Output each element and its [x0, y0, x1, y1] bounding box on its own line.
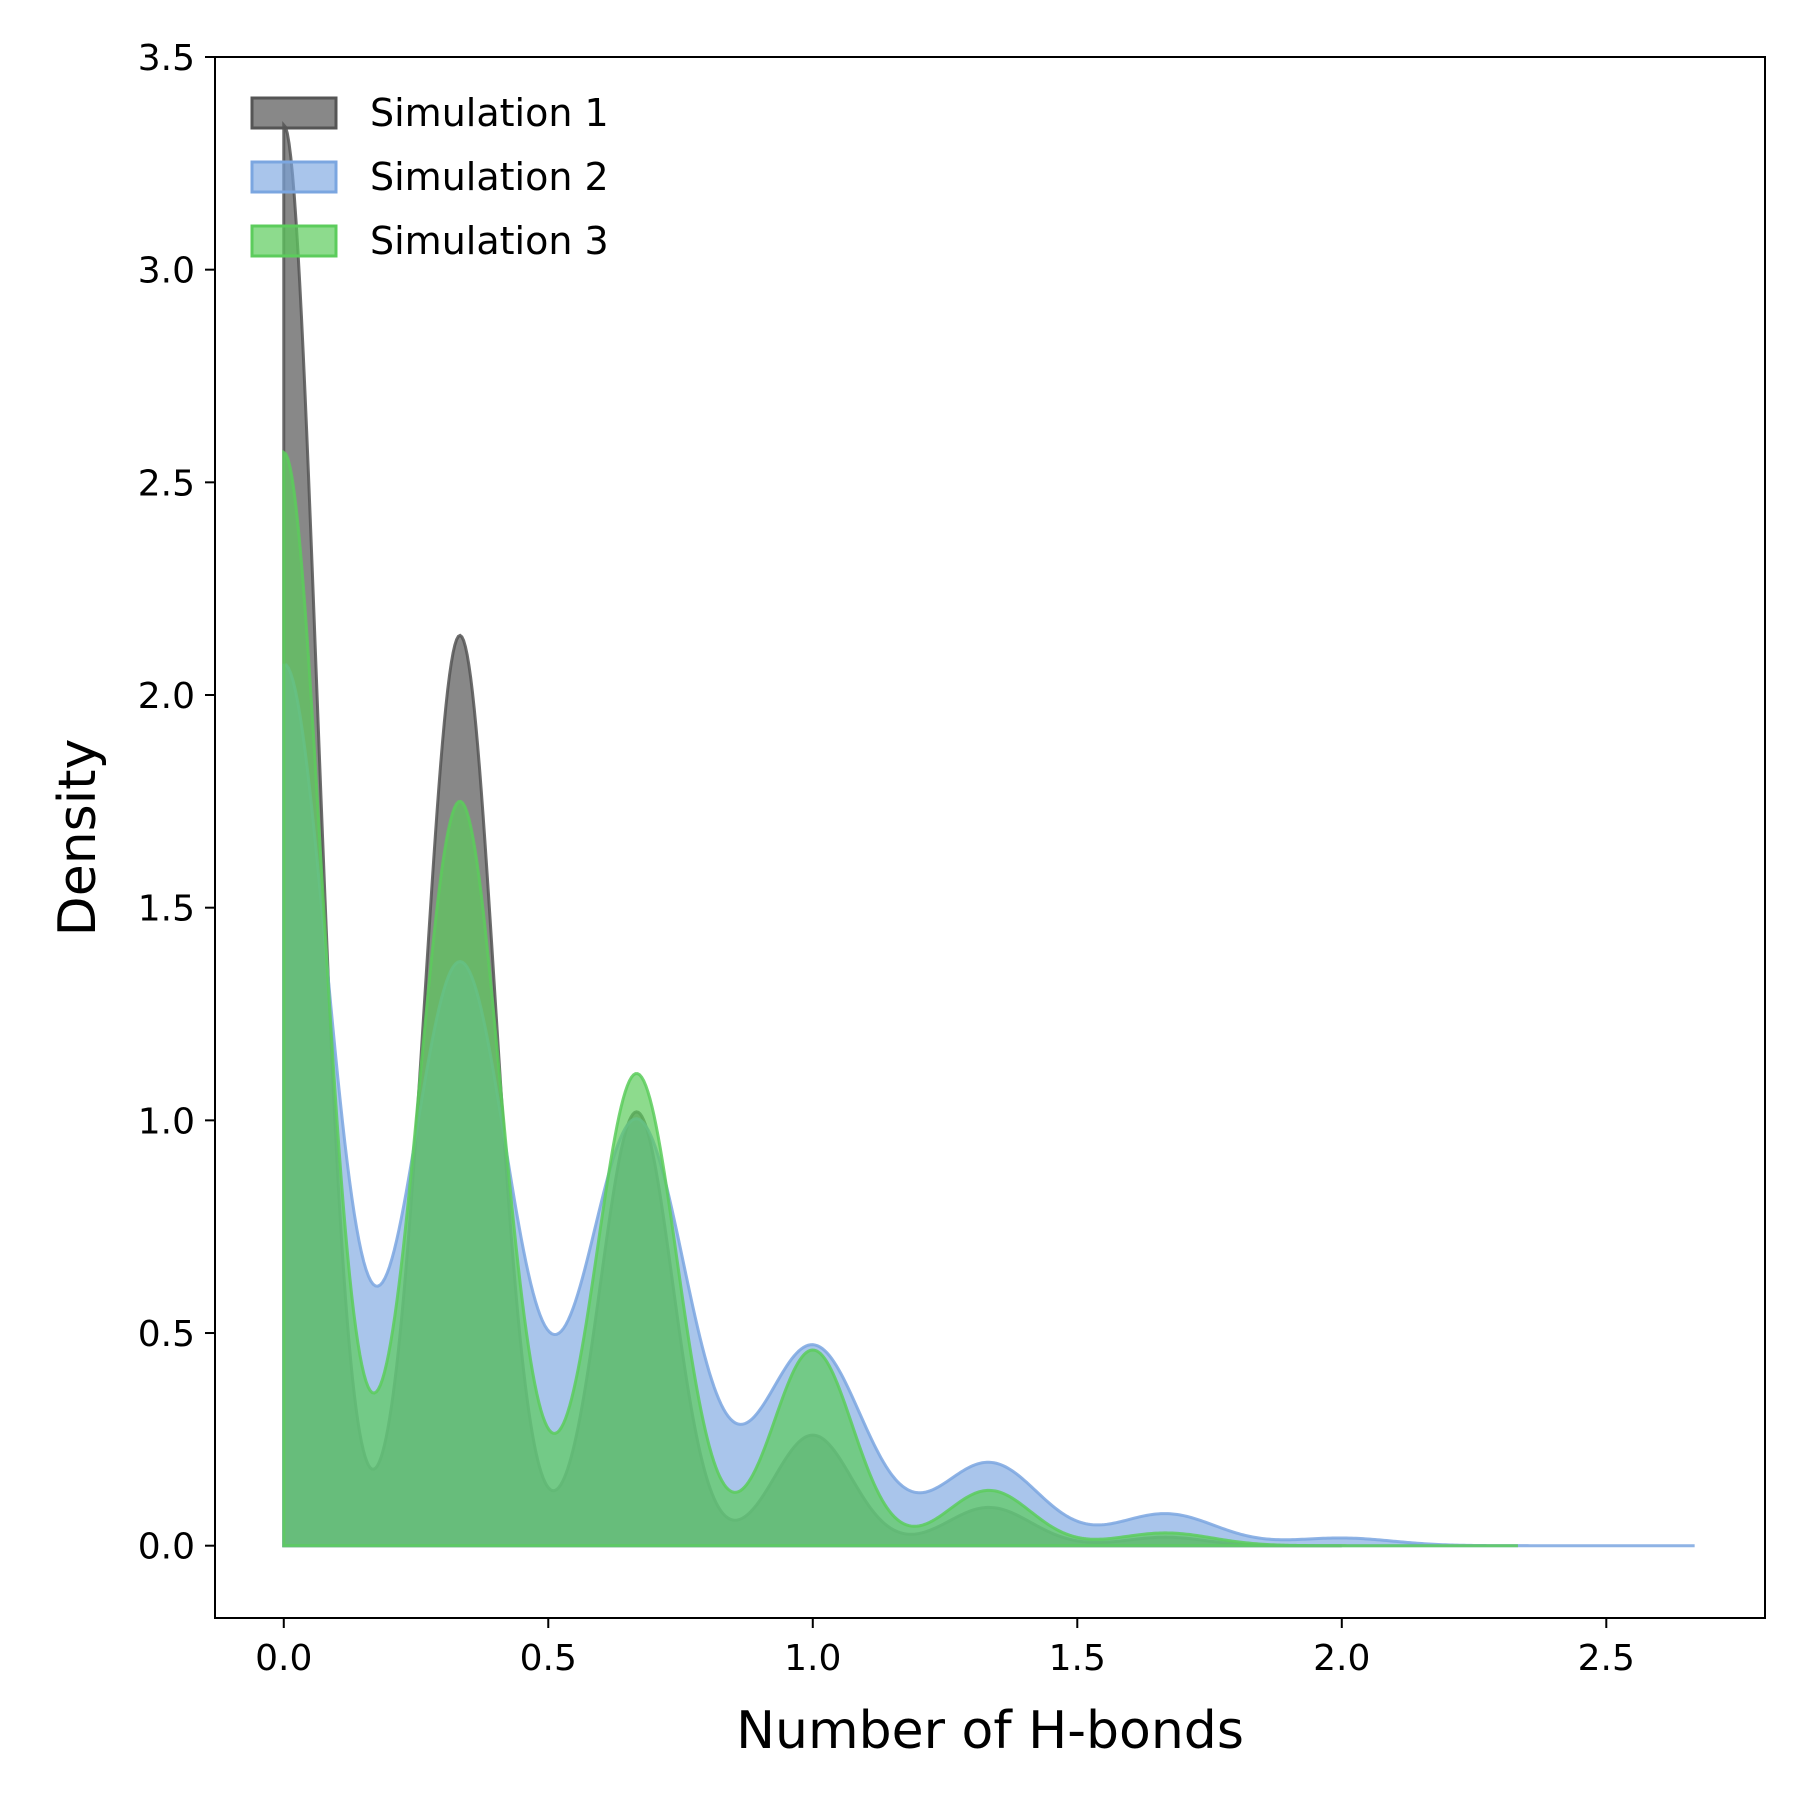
y-axis-title: Density	[48, 739, 108, 937]
y-axis: 0.0 0.5 1.0 1.5 2.0 2.5 3.0 3.5	[138, 38, 215, 1568]
y-tick-label: 2.0	[138, 676, 195, 717]
legend-label-2: Simulation 2	[370, 155, 609, 199]
plot-frame	[214, 56, 1766, 1619]
legend: Simulation 1 Simulation 2 Simulation 3	[250, 91, 609, 263]
x-axis-title: Number of H-bonds	[736, 1701, 1244, 1761]
x-tick-label: 1.5	[1049, 1638, 1106, 1679]
y-tick-label: 1.0	[138, 1101, 195, 1142]
y-tick-label: 1.5	[138, 889, 195, 930]
legend-swatch-3	[250, 224, 338, 258]
series-layer	[282, 121, 1695, 1548]
y-tick-label: 0.0	[138, 1527, 195, 1568]
x-tick-label: 1.0	[784, 1638, 841, 1679]
y-tick-label: 3.5	[138, 38, 195, 79]
x-axis: 0.0 0.5 1.0 1.5 2.0 2.5	[255, 1618, 1635, 1679]
x-tick-label: 0.5	[520, 1638, 577, 1679]
y-tick-label: 2.5	[138, 463, 195, 504]
y-tick-label: 3.0	[138, 251, 195, 292]
x-tick-label: 2.5	[1578, 1638, 1635, 1679]
legend-swatch-2	[250, 160, 338, 194]
y-tick-label: 0.5	[138, 1314, 195, 1355]
x-tick-label: 2.0	[1313, 1638, 1370, 1679]
legend-swatch-1	[250, 96, 338, 130]
x-tick-label: 0.0	[255, 1638, 312, 1679]
series-area-3	[282, 449, 1518, 1548]
legend-label-1: Simulation 1	[370, 91, 609, 135]
legend-label-3: Simulation 3	[370, 219, 609, 263]
